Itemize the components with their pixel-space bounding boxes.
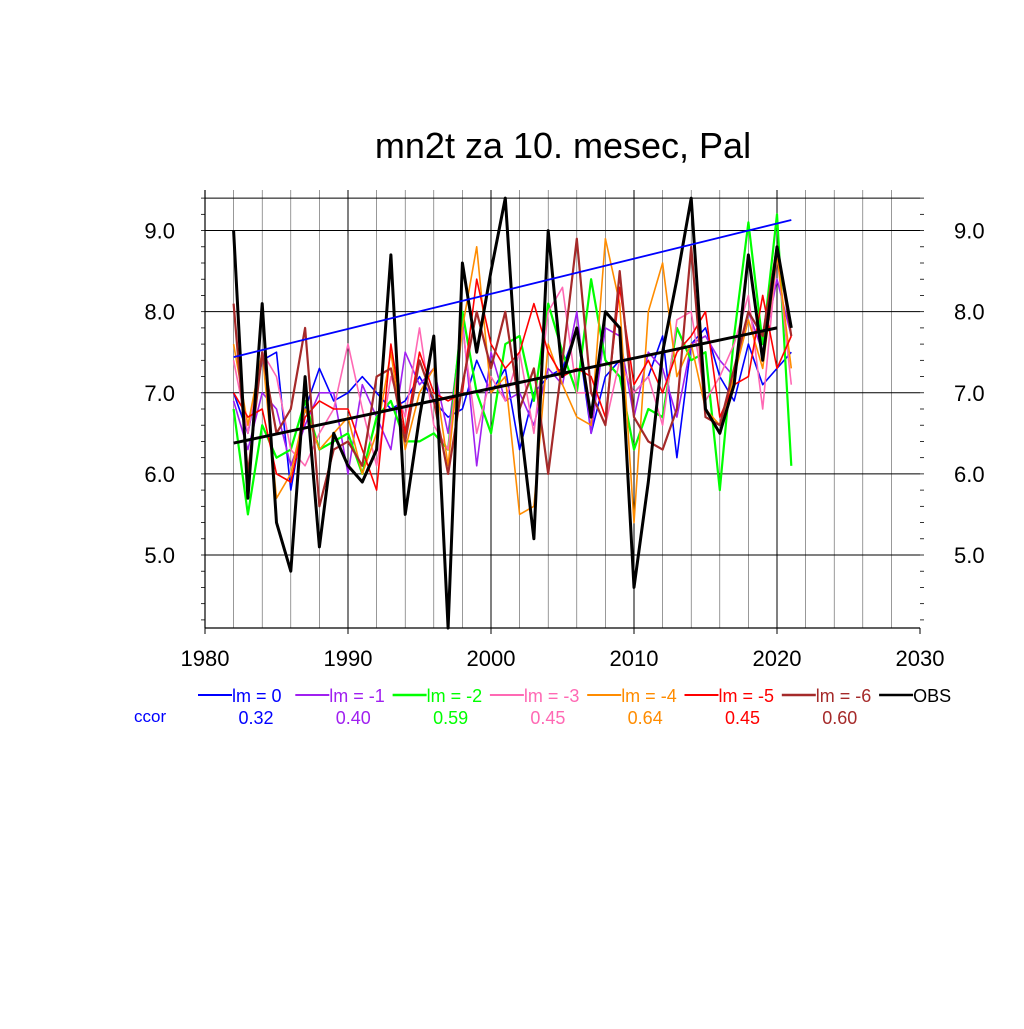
- y-tick-label-left: 5.0: [144, 543, 175, 568]
- y-tick-label-left: 9.0: [144, 219, 175, 244]
- series-line: [232, 196, 793, 630]
- series-line: [232, 237, 793, 508]
- legend-ccor-value: 0.64: [628, 708, 663, 728]
- ccor-label: ccor: [134, 707, 166, 726]
- y-tick-label-left: 8.0: [144, 300, 175, 325]
- legend-entry-label: lm = -5: [719, 686, 775, 706]
- y-tick-label-right: 5.0: [954, 543, 985, 568]
- series-line: [232, 327, 792, 491]
- x-tick-label: 2000: [467, 646, 516, 671]
- y-tick-label-right: 6.0: [954, 462, 985, 487]
- trend-line: [233, 219, 792, 358]
- y-tick-label-right: 9.0: [954, 219, 985, 244]
- legend-ccor-value: 0.45: [530, 708, 565, 728]
- x-tick-label: 1990: [324, 646, 373, 671]
- legend-entry-label: lm = -4: [621, 686, 677, 706]
- series-layer: [232, 196, 793, 630]
- legend-entry-label: lm = 0: [232, 686, 282, 706]
- legend-ccor-value: 0.32: [238, 708, 273, 728]
- trend-line: [233, 326, 778, 445]
- series-line: [232, 237, 793, 524]
- x-tick-label: 2030: [896, 646, 945, 671]
- legend-ccor-value: 0.40: [336, 708, 371, 728]
- legend-ccor-value: 0.60: [822, 708, 857, 728]
- grid-layer: [205, 190, 920, 629]
- legend-ccor-value: 0.45: [725, 708, 760, 728]
- y-tick-label-left: 6.0: [144, 462, 175, 487]
- legend-layer: ccor lm = 00.32 lm = -10.40 lm = -20.59 lm =…: [134, 686, 951, 728]
- x-tick-label: 1980: [181, 646, 230, 671]
- y-tick-label-right: 7.0: [954, 381, 985, 406]
- legend-entry-label: lm = -2: [427, 686, 483, 706]
- y-tick-label-left: 7.0: [144, 381, 175, 406]
- x-tick-label: 2010: [610, 646, 659, 671]
- legend-entry-label: lm = -1: [329, 686, 385, 706]
- y-tick-label-right: 8.0: [954, 300, 985, 325]
- legend-entry-label: OBS: [913, 686, 951, 706]
- chart-title: mn2t za 10. mesec, Pal: [375, 125, 751, 166]
- legend-ccor-value: 0.59: [433, 708, 468, 728]
- x-tick-label: 2020: [753, 646, 802, 671]
- series-line: [232, 254, 793, 467]
- legend-entry-label: lm = -6: [816, 686, 872, 706]
- axes-layer: 1980 1990 2000 2010 2020 2030 5.0 5.0 6.0 6.0 7.0 7…: [144, 190, 985, 671]
- legend-entry-label: lm = -3: [524, 686, 580, 706]
